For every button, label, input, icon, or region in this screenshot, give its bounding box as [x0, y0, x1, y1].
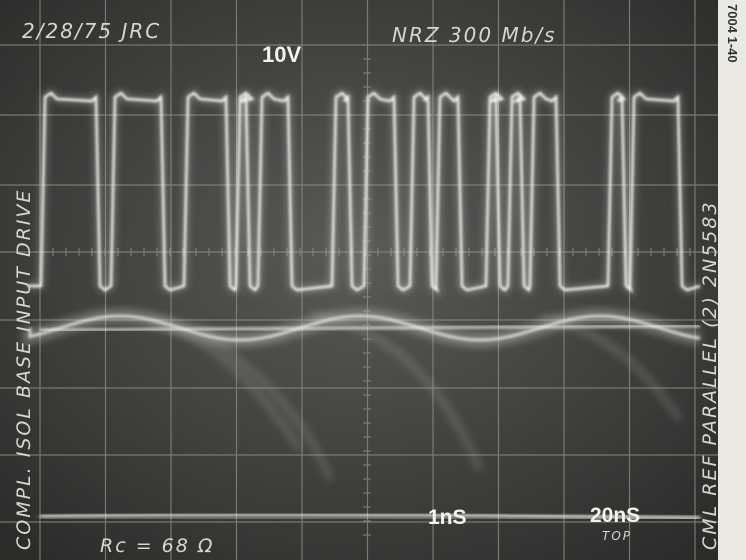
- date-initials: 2/28/75 JRC: [22, 19, 161, 43]
- flat-trace: [39, 324, 701, 332]
- bottom-trace: [39, 513, 701, 520]
- time-upper: 1nS: [428, 506, 467, 529]
- faint-arc: [309, 311, 484, 472]
- edge-code: 7004 1-40: [725, 4, 740, 63]
- trace-label: TOP: [602, 529, 632, 543]
- faint-arc: [197, 326, 334, 482]
- sine-trace: [28, 314, 701, 342]
- right-caption: CML REF PARALLEL (2) 2N5583: [699, 200, 721, 550]
- photo-margin: [718, 0, 746, 560]
- volts-per-div: 10V: [262, 42, 301, 67]
- resistor-note: Rc = 68 Ω: [100, 535, 214, 557]
- time-lower: 20nS: [590, 504, 640, 527]
- format-rate: NRZ 300 Mb/s: [392, 23, 557, 47]
- faint-arc: [539, 314, 684, 423]
- waveform: [28, 91, 701, 294]
- traces: [23, 89, 702, 523]
- left-caption: COMPL. ISOL BASE INPUT DRIVE: [13, 189, 35, 550]
- faint-arc: [149, 316, 304, 453]
